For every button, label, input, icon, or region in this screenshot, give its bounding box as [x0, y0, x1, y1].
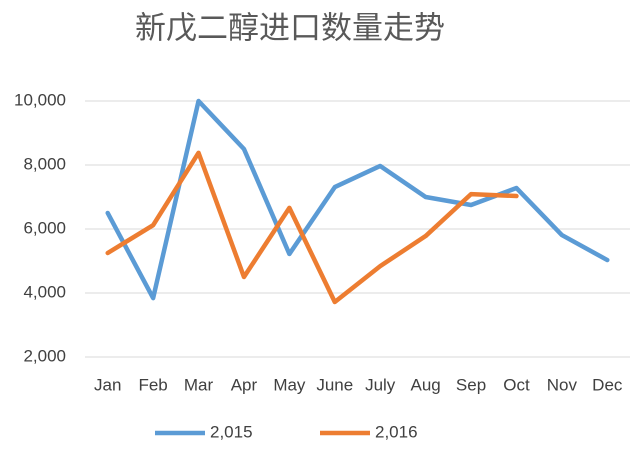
x-tick-label: July — [365, 375, 396, 394]
y-tick-label: 6,000 — [23, 218, 66, 237]
legend-label: 2,016 — [375, 422, 418, 441]
x-tick-label: Aug — [411, 375, 441, 394]
y-tick-label: 2,000 — [23, 346, 66, 365]
x-tick-label: Oct — [503, 375, 530, 394]
y-tick-label: 4,000 — [23, 282, 66, 301]
x-tick-label: June — [316, 375, 353, 394]
x-tick-label: Mar — [184, 375, 214, 394]
line-series — [105, 98, 610, 301]
chart-title: 新戊二醇进口数量走势 — [135, 11, 445, 47]
x-tick-label: Dec — [592, 375, 623, 394]
x-tick-label: Sep — [456, 375, 486, 394]
x-tick-label: May — [273, 375, 306, 394]
y-tick-label: 8,000 — [23, 154, 66, 173]
x-tick-label: Feb — [138, 375, 167, 394]
line-series — [105, 150, 519, 305]
x-tick-label: Jan — [94, 375, 121, 394]
x-tick-label: Nov — [547, 375, 578, 394]
x-tick-label: Apr — [231, 375, 258, 394]
y-tick-label: 10,000 — [14, 90, 66, 109]
legend-label: 2,015 — [210, 422, 253, 441]
